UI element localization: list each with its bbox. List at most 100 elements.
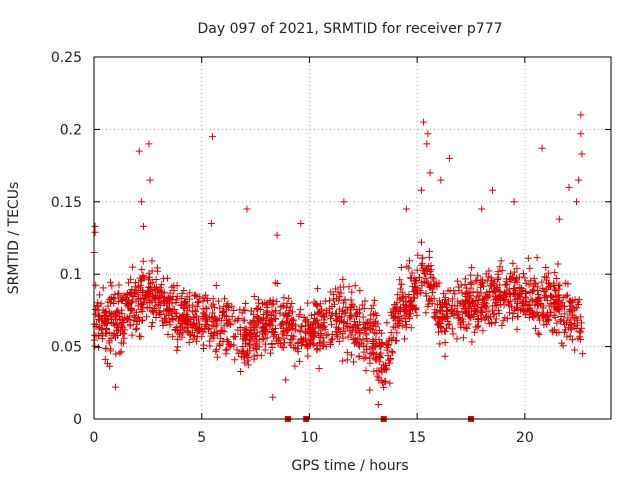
data-point: [263, 334, 271, 342]
data-point: [369, 340, 377, 348]
data-point: [367, 315, 375, 323]
data-point: [223, 316, 230, 324]
data-point: [231, 332, 239, 340]
data-point: [388, 347, 396, 355]
y-tick-label: 0.2: [60, 122, 82, 138]
data-point: [291, 344, 299, 352]
data-point: [482, 300, 490, 308]
data-point: [212, 282, 220, 290]
data-point: [160, 275, 168, 283]
data-point: [566, 308, 574, 316]
data-point: [116, 349, 124, 357]
data-point: [392, 303, 400, 311]
data-point: [150, 284, 158, 292]
data-point: [241, 299, 249, 307]
data-point: [336, 283, 344, 291]
data-point: [411, 279, 419, 287]
data-point: [276, 309, 284, 317]
data-point: [424, 130, 432, 138]
data-point: [517, 284, 525, 292]
data-point: [271, 315, 279, 323]
data-point: [250, 323, 258, 331]
data-point: [244, 361, 252, 369]
data-point: [380, 383, 388, 391]
data-point: [129, 263, 137, 271]
data-point: [228, 302, 236, 310]
data-point: [148, 257, 156, 265]
data-point: [200, 341, 208, 349]
data-point: [108, 315, 116, 323]
data-point: [408, 269, 416, 277]
data-point: [389, 323, 397, 331]
data-point: [467, 300, 475, 308]
data-point: [267, 316, 275, 324]
data-point: [237, 330, 245, 338]
data-point: [281, 339, 289, 347]
data-point: [168, 314, 176, 322]
data-point: [137, 300, 145, 308]
data-point: [419, 264, 427, 272]
data-point: [361, 325, 369, 333]
data-point: [544, 312, 552, 320]
data-point: [386, 359, 394, 367]
data-point: [471, 328, 479, 336]
data-point: [339, 275, 347, 283]
data-point: [558, 339, 566, 347]
data-point: [418, 254, 426, 262]
data-point: [447, 305, 455, 313]
data-point: [350, 358, 358, 366]
data-point: [544, 269, 552, 277]
data-point: [304, 325, 312, 333]
data-point: [512, 287, 520, 295]
data-point: [139, 273, 147, 281]
data-point: [360, 325, 368, 333]
data-point: [344, 333, 352, 341]
data-point: [194, 299, 202, 307]
data-point: [313, 346, 321, 354]
data-point: [390, 307, 398, 315]
data-point: [216, 304, 224, 312]
data-point: [496, 281, 504, 289]
data-point: [149, 319, 157, 327]
data-point: [471, 302, 479, 310]
data-point: [538, 278, 546, 286]
data-point: [371, 296, 379, 304]
data-point: [164, 330, 172, 338]
data-point: [115, 290, 123, 298]
data-point: [338, 313, 346, 321]
data-point: [125, 301, 133, 309]
data-point: [397, 280, 405, 288]
data-point: [96, 291, 104, 299]
data-point: [480, 282, 488, 290]
data-point: [273, 231, 281, 239]
data-point: [119, 330, 127, 338]
data-point: [220, 328, 228, 336]
data-point: [343, 356, 351, 364]
data-point: [495, 306, 503, 314]
data-point: [296, 357, 304, 365]
data-point: [185, 295, 193, 303]
data-point: [114, 298, 122, 306]
data-point: [513, 312, 521, 320]
data-point: [555, 303, 563, 311]
data-point: [211, 304, 219, 312]
data-point: [177, 294, 185, 302]
data-point: [132, 308, 140, 316]
data-point: [259, 300, 267, 308]
data-point: [463, 325, 471, 333]
data-point: [310, 339, 318, 347]
data-point: [388, 311, 396, 319]
data-point: [575, 296, 583, 304]
data-point: [253, 351, 261, 359]
data-point: [474, 315, 482, 323]
x-tick-label: 15: [408, 430, 426, 446]
data-point: [474, 301, 482, 309]
data-point: [470, 310, 478, 318]
data-point: [321, 313, 329, 321]
data-point: [223, 336, 231, 344]
data-point: [533, 254, 541, 262]
data-point: [541, 294, 549, 302]
data-point: [310, 319, 318, 327]
data-point: [173, 346, 181, 354]
